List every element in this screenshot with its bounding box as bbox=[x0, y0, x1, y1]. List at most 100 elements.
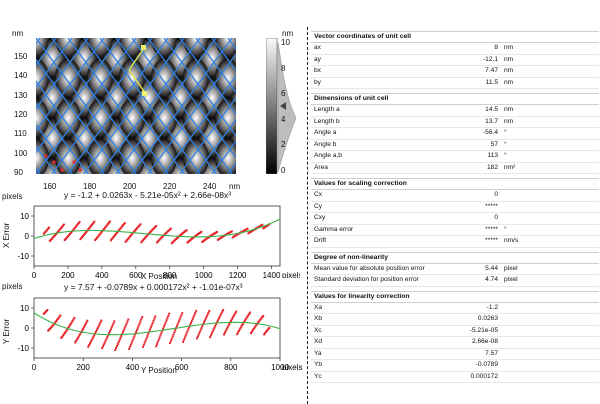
row-value: 4.74 bbox=[485, 276, 498, 283]
row-value: 113 bbox=[487, 152, 498, 159]
colorbar-pointer-icon[interactable] bbox=[280, 102, 286, 110]
row-value: 182 bbox=[486, 163, 498, 171]
table-row: Angle a,b 113 ° bbox=[311, 151, 599, 163]
error-markers bbox=[42, 220, 271, 245]
row-value: 0 bbox=[494, 191, 498, 198]
row-name: Xa bbox=[314, 303, 323, 311]
table-row: by 11.5 nm bbox=[311, 78, 599, 89]
table-row: Standard deviation for position error 4.7… bbox=[311, 275, 599, 287]
row-value: ***** bbox=[485, 237, 498, 244]
row-value: -12.1 bbox=[482, 55, 498, 63]
yerr-xlabel: Y Position bbox=[141, 366, 177, 375]
xerr-equation: y = -1.2 + 0.0263x - 5.21e-05x² + 2.66e-… bbox=[64, 190, 232, 200]
row-unit: nm bbox=[504, 44, 514, 51]
image-y-tick: 130 bbox=[14, 90, 28, 100]
row-value: 8 bbox=[494, 44, 498, 51]
row-unit bbox=[498, 190, 534, 201]
x-error-chart[interactable]: 10 0 -10 0 200 400 600 800 1000 1200 1400pixels bbox=[0, 198, 300, 278]
row-unit bbox=[498, 303, 534, 314]
table-row: Gamma error ***** ° bbox=[311, 225, 599, 236]
row-name: Ya bbox=[314, 349, 322, 357]
row-value: -56.4 bbox=[482, 129, 498, 136]
row-value: 11.5 bbox=[485, 78, 498, 86]
row-unit bbox=[498, 213, 534, 224]
row-name: Gamma error bbox=[314, 225, 354, 233]
x-unit-label: pixels bbox=[282, 271, 300, 278]
row-value: 13.7 bbox=[485, 117, 498, 125]
row-name: Cx bbox=[314, 191, 323, 198]
row-name: by bbox=[314, 78, 321, 86]
x-tick-label: 1000 bbox=[195, 271, 213, 278]
table-row: Yc 0.000172 bbox=[311, 372, 599, 383]
row-unit: nm bbox=[504, 117, 514, 125]
row-unit bbox=[498, 349, 534, 360]
unit-cell-handle[interactable] bbox=[141, 45, 146, 50]
section-title: Values for linearity correction bbox=[311, 290, 599, 303]
image-x-tick: 240 bbox=[203, 182, 217, 191]
y-tick-label: 0 bbox=[25, 232, 30, 241]
row-name: Xc bbox=[314, 326, 322, 334]
row-value: 14.5 bbox=[485, 106, 498, 113]
panel-divider[interactable] bbox=[307, 27, 308, 404]
unit-cell-handle[interactable] bbox=[142, 91, 147, 96]
section-0: Vector coordinates of unit cell ax 8 nm ay -1… bbox=[311, 31, 599, 89]
colorbar-tick: 6 bbox=[281, 89, 286, 98]
section-title: Degree of non-linearity bbox=[311, 251, 599, 264]
row-value: 57 bbox=[490, 140, 498, 148]
table-row: ay -12.1 nm bbox=[311, 55, 599, 66]
x-unit-label: pixels bbox=[282, 363, 302, 370]
row-name: Cxy bbox=[314, 214, 326, 221]
image-y-tick: 150 bbox=[14, 52, 28, 61]
row-name: Yc bbox=[314, 372, 322, 380]
colorbar-tick: 8 bbox=[281, 63, 286, 73]
row-value: 7.57 bbox=[485, 349, 498, 357]
marker bbox=[72, 160, 76, 164]
image-x-tick: 220 bbox=[163, 182, 177, 191]
table-row: Xa -1.2 bbox=[311, 303, 599, 314]
row-value: 5.44 bbox=[485, 264, 498, 272]
table-row: Xc -5.21e-05 bbox=[311, 326, 599, 337]
row-value: -1.2 bbox=[486, 303, 498, 311]
x-tick-label: 800 bbox=[224, 363, 238, 370]
section-1: Dimensions of unit cell Length a 14.5 nm Len… bbox=[311, 93, 599, 174]
row-name: Angle a,b bbox=[314, 152, 342, 159]
row-value: ***** bbox=[485, 202, 498, 210]
x-tick-label: 600 bbox=[175, 363, 189, 370]
row-name: ay bbox=[314, 55, 321, 63]
row-name: Drift bbox=[314, 237, 327, 244]
image-x-tick: 160 bbox=[43, 182, 57, 191]
row-name: Length a bbox=[314, 106, 340, 113]
table-row: Length b 13.7 nm bbox=[311, 117, 599, 128]
marker bbox=[52, 160, 56, 164]
section-3: Degree of non-linearity Mean value for ab… bbox=[311, 251, 599, 287]
colorbar-tick: 4 bbox=[281, 114, 286, 124]
x-tick-label: 400 bbox=[95, 271, 109, 278]
row-unit: ° bbox=[504, 140, 507, 148]
row-value: 7.47 bbox=[485, 67, 498, 74]
table-row: Yb -0.0789 bbox=[311, 360, 599, 372]
image-x-tick: 180 bbox=[83, 182, 97, 191]
image-y-tick: 120 bbox=[14, 109, 28, 119]
table-row: Mean value for absolute position error 5.… bbox=[311, 264, 599, 275]
x-tick-label: 400 bbox=[126, 363, 140, 370]
row-unit bbox=[498, 326, 534, 337]
row-unit: ° bbox=[504, 129, 507, 136]
row-name: Standard deviation for position error bbox=[314, 276, 419, 283]
y-tick-label: -10 bbox=[17, 252, 29, 261]
image-y-tick: 110 bbox=[14, 129, 27, 139]
row-value: -0.0789 bbox=[475, 361, 498, 368]
row-value: 2.66e-08 bbox=[471, 338, 498, 345]
x-tick-label: 0 bbox=[32, 271, 37, 278]
afm-image[interactable] bbox=[36, 38, 236, 174]
x-tick-label: 0 bbox=[32, 363, 37, 370]
yerr-equation: y = 7.57 + -0.0789x + 0.000172x² + -1.01… bbox=[64, 282, 243, 292]
fit-curve bbox=[33, 218, 281, 239]
row-name: Cy bbox=[314, 202, 323, 210]
image-unit-label: nm bbox=[12, 29, 24, 38]
row-value: 0 bbox=[494, 214, 498, 221]
colorbar-tick: 10 bbox=[281, 38, 290, 47]
table-row: Angle a -56.4 ° bbox=[311, 128, 599, 140]
row-name: Mean value for absolute position error bbox=[314, 264, 425, 272]
image-y-tick: 90 bbox=[14, 167, 23, 177]
